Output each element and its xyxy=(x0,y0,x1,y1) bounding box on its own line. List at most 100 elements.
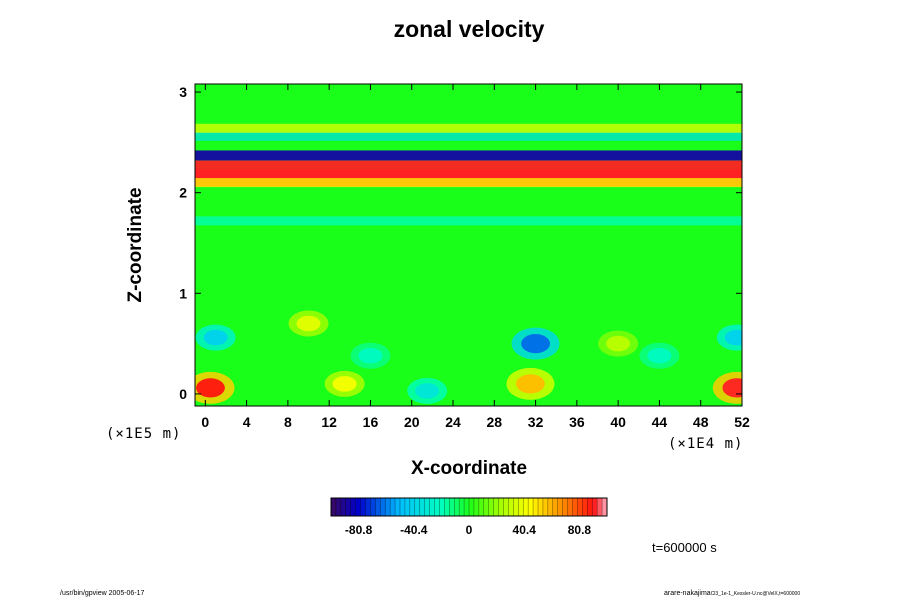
x-tick-label-7: 28 xyxy=(487,414,503,430)
colorbar-segment-30 xyxy=(478,498,485,516)
y-tick-label-3: 3 xyxy=(179,84,187,100)
x-tick-label-12: 48 xyxy=(693,414,709,430)
colorbar-segment-10 xyxy=(380,498,386,516)
chart-title: zonal velocity xyxy=(393,16,545,42)
heatmap-cell-5 xyxy=(203,329,228,346)
heatmap-band-1 xyxy=(195,150,742,161)
y-tick-label-0: 0 xyxy=(179,386,187,402)
colorbar-tick-label-4: 80.8 xyxy=(568,523,592,537)
colorbar-segment-39 xyxy=(523,498,529,516)
colorbar-frame xyxy=(330,497,608,517)
colorbar-segment-7 xyxy=(365,498,371,516)
x-tick-label-10: 40 xyxy=(610,414,626,430)
colorbar-segment-2 xyxy=(340,498,347,516)
colorbar-segment-38 xyxy=(518,498,524,516)
colorbar-segment-55 xyxy=(602,498,608,516)
colorbar-tick-label-2: 0 xyxy=(466,523,473,537)
heatmap-cell-11 xyxy=(606,335,631,352)
heatmap-band-core-0 xyxy=(195,169,742,178)
colorbar-segment-12 xyxy=(390,498,396,516)
colorbar-segment-44 xyxy=(547,498,554,516)
colorbar-segment-1 xyxy=(335,498,342,516)
heatmap xyxy=(195,123,742,404)
heatmap-cell-3 xyxy=(516,374,545,394)
heatmap-cell-9 xyxy=(358,347,383,364)
colorbar-tick-label-0: -80.8 xyxy=(345,523,373,537)
x-tick-label-13: 52 xyxy=(734,414,750,430)
colorbar-segment-13 xyxy=(395,498,401,516)
x-tick-label-11: 44 xyxy=(652,414,668,430)
colorbar-segment-53 xyxy=(592,498,598,516)
colorbar-segment-46 xyxy=(557,498,563,516)
x-axis-unit: (×1E4 m) xyxy=(668,436,744,452)
x-tick-label-0: 0 xyxy=(201,414,209,430)
y-axis-unit: (×1E5 m) xyxy=(106,426,182,442)
heatmap-cell-10 xyxy=(647,347,672,364)
colorbar-segment-36 xyxy=(508,498,514,516)
colorbar-tick-label-1: -40.4 xyxy=(400,523,428,537)
footer-author: arare-nakajima xyxy=(664,590,711,597)
heatmap-cell-4 xyxy=(722,378,742,398)
x-tick-label-4: 16 xyxy=(363,414,379,430)
x-tick-label-9: 36 xyxy=(569,414,585,430)
heatmap-cell-7 xyxy=(724,329,742,346)
colorbar-segment-48 xyxy=(567,498,573,516)
y-axis-label: Z-coordinate xyxy=(125,187,146,303)
colorbar-segment-52 xyxy=(587,498,593,516)
colorbar-segment-16 xyxy=(409,498,416,516)
footer-left: /usr/bin/gpview 2005-06-17 xyxy=(60,590,145,597)
x-axis-label: X-coordinate xyxy=(410,458,528,479)
colorbar-segment-29 xyxy=(473,498,480,516)
colorbar-segment-6 xyxy=(360,498,366,516)
colorbar-segment-15 xyxy=(404,498,411,516)
y-axis: 0 1 2 3 xyxy=(179,84,742,402)
heatmap-band-4 xyxy=(195,178,742,188)
colorbar-segment-18 xyxy=(419,498,425,516)
colorbar-segment-47 xyxy=(562,498,568,516)
colorbar-segment-50 xyxy=(577,498,583,516)
heatmap-band-3 xyxy=(195,123,742,133)
colorbar-segment-9 xyxy=(375,498,381,516)
colorbar-segment-4 xyxy=(350,498,356,516)
time-label: t=600000 s xyxy=(652,540,717,555)
heatmap-cell-1 xyxy=(332,376,357,392)
colorbar-segment-32 xyxy=(488,498,494,516)
colorbar-segment-5 xyxy=(355,498,361,516)
colorbar-segment-49 xyxy=(572,498,578,516)
colorbar-segment-3 xyxy=(345,498,352,516)
x-axis: 0 4 8 12 16 20 24 28 32 36 40 44 48 52 xyxy=(201,84,750,430)
colorbar-segment-35 xyxy=(503,498,509,516)
heatmap-cell-6 xyxy=(521,334,550,354)
colorbar-segment-23 xyxy=(444,498,450,516)
colorbar-segment-17 xyxy=(414,498,421,516)
colorbar-segment-20 xyxy=(429,498,435,516)
colorbar-segment-41 xyxy=(533,498,539,516)
x-tick-label-3: 12 xyxy=(321,414,337,430)
y-tick-label-2: 2 xyxy=(179,185,187,201)
heatmap-cell-8 xyxy=(296,315,321,332)
footer-right: arare-nakajimaCl3_1e-1_Kessler-U.nc@VelX… xyxy=(664,590,800,597)
colorbar-segment-40 xyxy=(528,498,534,516)
colorbar-segment-31 xyxy=(483,498,490,516)
colorbar-segment-51 xyxy=(582,498,588,516)
colorbar-tick-label-3: 40.4 xyxy=(513,523,537,537)
colorbar-segment-8 xyxy=(370,498,376,516)
y-tick-label-1: 1 xyxy=(179,285,187,301)
colorbar-segment-26 xyxy=(459,498,465,516)
heatmap-band-2 xyxy=(195,131,742,141)
x-tick-label-2: 8 xyxy=(284,414,292,430)
colorbar-segment-14 xyxy=(400,498,406,516)
colorbar: -80.8 -40.4 0 40.4 80.8 xyxy=(330,497,608,537)
x-tick-label-6: 24 xyxy=(445,414,461,430)
footer-file: Cl3_1e-1_Kessler-U.nc@VelX,t=600000 xyxy=(710,591,801,597)
colorbar-segment-22 xyxy=(439,498,445,516)
colorbar-segment-42 xyxy=(538,498,544,516)
colorbar-segment-33 xyxy=(493,498,499,516)
colorbar-segment-27 xyxy=(464,498,470,516)
colorbar-segment-19 xyxy=(424,498,430,516)
heatmap-band-5 xyxy=(195,216,742,226)
heatmap-cell-2 xyxy=(415,383,440,399)
colorbar-segment-24 xyxy=(449,498,455,516)
x-tick-label-5: 20 xyxy=(404,414,420,430)
